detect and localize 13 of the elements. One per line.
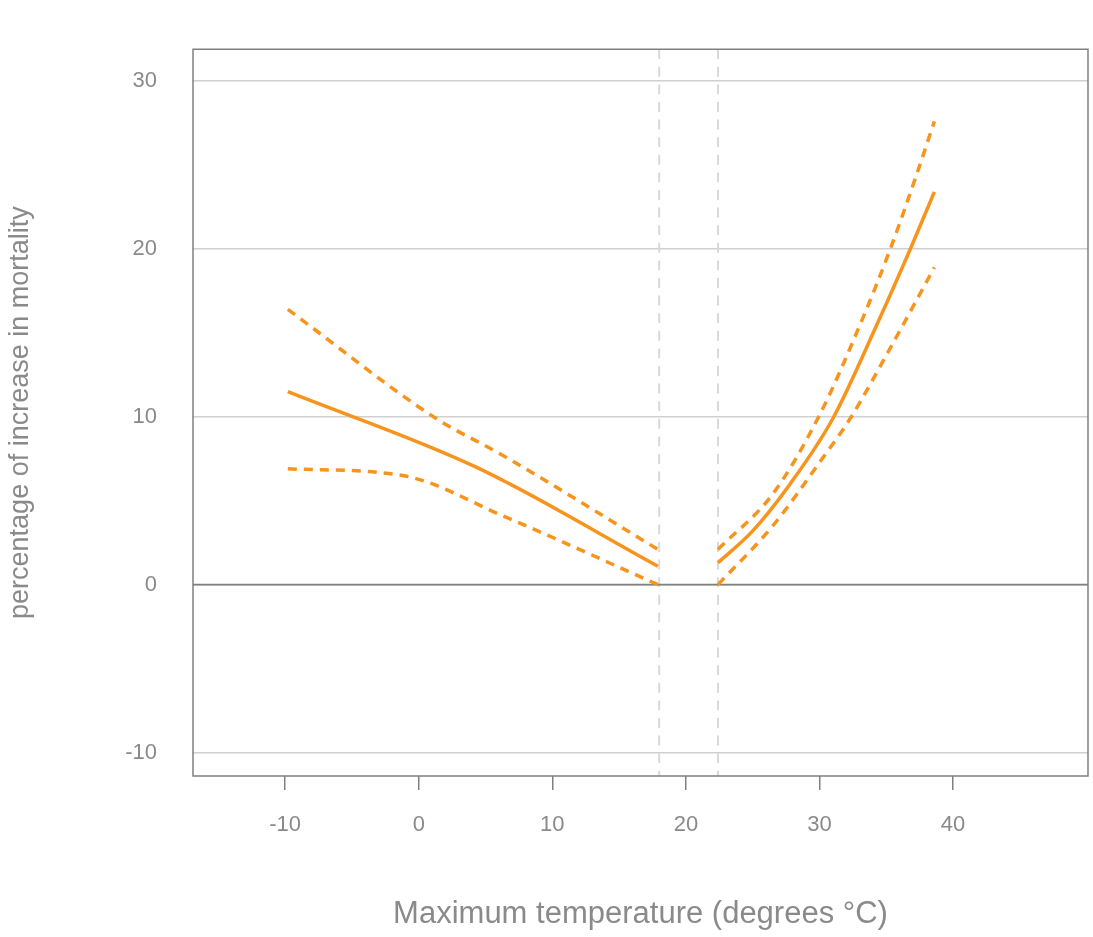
x-axis-title: Maximum temperature (degrees °C) xyxy=(393,894,888,930)
x-tick-label: 0 xyxy=(412,811,425,837)
y-axis-title: percentage of increase in mortality xyxy=(3,205,34,619)
y-tick-label: 0 xyxy=(144,570,157,596)
y-tick-label: 20 xyxy=(132,235,157,261)
y-tick-label: 10 xyxy=(132,402,157,428)
y-tick-label: 30 xyxy=(132,67,157,93)
x-tick-label: 10 xyxy=(540,811,565,837)
x-tick-label: -10 xyxy=(269,811,302,837)
y-tick-label: -10 xyxy=(125,738,157,764)
x-tick-label: 40 xyxy=(940,811,966,837)
x-tick-label: 20 xyxy=(673,811,699,837)
x-tick-label: 30 xyxy=(807,811,832,837)
